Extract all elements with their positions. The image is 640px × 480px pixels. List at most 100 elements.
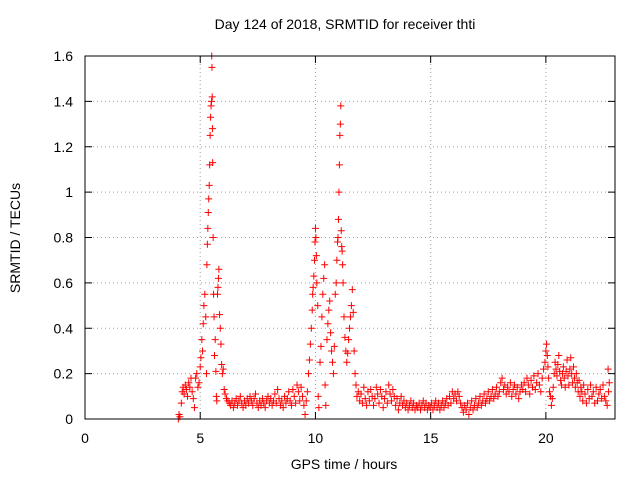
data-point [207, 113, 215, 121]
data-point [595, 390, 603, 398]
data-point [493, 383, 501, 391]
data-point [372, 383, 380, 391]
data-point [393, 395, 401, 403]
y-tick-label: 0.6 [54, 275, 74, 291]
data-point [547, 401, 555, 409]
data-point [512, 390, 520, 398]
data-point [570, 374, 578, 382]
x-tick-label: 0 [81, 430, 89, 446]
data-point [469, 406, 477, 414]
data-point [542, 347, 550, 355]
data-point [385, 381, 393, 389]
data-point [321, 261, 329, 269]
data-point [600, 392, 608, 400]
data-point [221, 390, 229, 398]
data-point [186, 383, 194, 391]
data-point [234, 401, 242, 409]
data-point [311, 238, 319, 246]
data-point [329, 370, 337, 378]
data-point [498, 374, 506, 382]
y-tick-label: 0.4 [54, 320, 74, 336]
data-point [209, 159, 217, 167]
data-point [312, 234, 320, 241]
data-point [319, 290, 327, 298]
data-point [387, 397, 395, 405]
data-point [290, 392, 298, 400]
data-point [206, 131, 214, 139]
data-point [212, 367, 220, 375]
data-point [279, 404, 287, 412]
data-point [216, 324, 224, 332]
data-point [309, 283, 317, 291]
data-point [530, 372, 538, 380]
data-point [361, 395, 369, 403]
data-point [563, 356, 571, 364]
data-point [477, 401, 485, 409]
data-point [349, 308, 357, 316]
data-point [321, 381, 329, 389]
data-point [199, 347, 207, 355]
data-point [246, 392, 254, 400]
data-point [546, 388, 554, 396]
data-point [312, 252, 320, 260]
data-point [185, 379, 193, 387]
y-tick-label: 0.2 [54, 366, 74, 382]
data-point [472, 395, 480, 403]
data-point [481, 399, 489, 407]
data-point [285, 388, 293, 396]
data-point [192, 374, 200, 382]
data-point [346, 313, 354, 321]
data-point [252, 390, 260, 398]
data-point [278, 397, 286, 405]
data-point [382, 388, 390, 396]
data-point [347, 302, 355, 310]
data-point [564, 372, 572, 380]
data-point [200, 302, 208, 310]
data-point [602, 397, 610, 405]
data-point [322, 401, 330, 409]
data-point [301, 410, 309, 418]
grid-layer [85, 56, 615, 419]
data-point [520, 379, 528, 387]
data-point [214, 290, 221, 298]
data-point [570, 363, 578, 371]
data-point [383, 399, 391, 407]
points-layer [174, 52, 613, 423]
data-point [350, 347, 358, 355]
data-point [560, 374, 568, 382]
x-axis-label: GPS time / hours [291, 456, 398, 472]
data-point [572, 370, 580, 378]
data-point [561, 383, 569, 391]
data-point [375, 399, 383, 407]
y-tick-label: 0 [65, 411, 73, 427]
data-point [344, 349, 352, 357]
data-point [293, 381, 301, 389]
data-point [497, 379, 505, 387]
data-point [381, 395, 389, 403]
data-point [555, 351, 563, 359]
data-point [548, 395, 556, 403]
data-point [328, 358, 336, 366]
data-point [315, 404, 323, 412]
data-point [584, 386, 592, 394]
data-point [341, 333, 349, 341]
data-point [526, 390, 534, 398]
data-point [272, 399, 280, 407]
data-point [371, 395, 379, 403]
data-point [220, 386, 228, 394]
data-point [452, 397, 460, 405]
data-point [310, 272, 318, 280]
data-point [593, 397, 601, 405]
data-point [299, 392, 307, 400]
data-point [367, 386, 375, 394]
data-point [554, 361, 562, 369]
data-point [486, 397, 494, 405]
data-point [211, 336, 219, 344]
data-point [309, 290, 317, 298]
data-point [214, 274, 222, 282]
data-point [567, 354, 575, 362]
data-point [313, 279, 321, 287]
y-tick-label: 1.4 [54, 93, 74, 109]
data-point [338, 247, 346, 255]
data-point [394, 406, 402, 414]
